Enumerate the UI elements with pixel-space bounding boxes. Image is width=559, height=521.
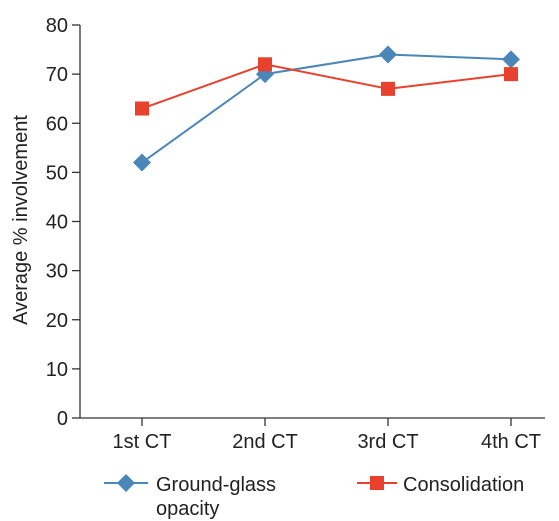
data-point xyxy=(257,57,273,72)
x-tick-label: 4th CT xyxy=(481,431,541,453)
y-tick-label: 50 xyxy=(46,162,68,184)
data-point xyxy=(503,67,519,82)
square-icon xyxy=(369,475,385,491)
y-tick-label: 70 xyxy=(46,64,68,86)
data-point xyxy=(379,45,397,64)
series-line xyxy=(141,53,512,164)
data-point xyxy=(502,50,520,69)
y-tick-label: 20 xyxy=(46,310,68,332)
legend-label: opacity xyxy=(156,498,219,520)
legend-item-2: Consolidation xyxy=(357,474,524,496)
axes: 0 10 20 30 40 50 60 70 80 1st CT 2nd CT 3rd CT 4th C… xyxy=(46,15,545,453)
data-point xyxy=(134,101,150,116)
series-1 xyxy=(133,45,520,172)
x-tick-label: 2nd CT xyxy=(232,431,298,453)
x-tick-label: 3rd CT xyxy=(357,431,418,453)
diamond-icon xyxy=(117,474,135,492)
series-2 xyxy=(134,57,519,116)
series-layer xyxy=(133,45,520,172)
series-line xyxy=(141,63,512,110)
y-tick-label: 10 xyxy=(46,359,68,381)
data-point xyxy=(380,81,396,96)
y-tick-label: 80 xyxy=(46,15,68,37)
y-axis-title: Average % involvement xyxy=(10,115,32,325)
x-tick-label: 1st CT xyxy=(113,431,172,453)
y-tick-label: 30 xyxy=(46,261,68,283)
legend-label: Consolidation xyxy=(403,474,524,496)
y-tick-label: 0 xyxy=(57,408,68,430)
data-point xyxy=(133,153,151,172)
legend-label: Ground-glass xyxy=(156,474,276,496)
y-tick-label: 40 xyxy=(46,212,68,234)
y-tick-label: 60 xyxy=(46,113,68,135)
